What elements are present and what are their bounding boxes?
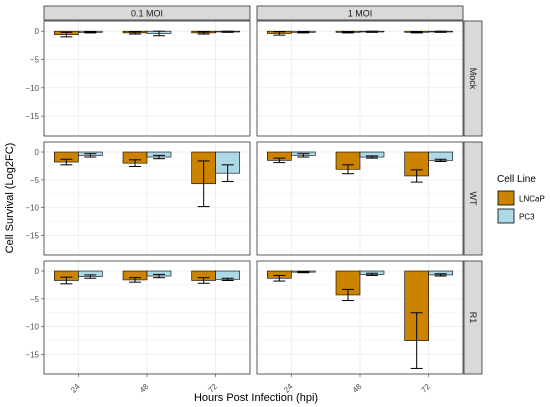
facet-row-strip xyxy=(463,20,483,137)
panel-border xyxy=(43,20,251,137)
error-bar-lncap-48hpi xyxy=(342,164,354,175)
error-bar-pc3-24hpi xyxy=(84,31,97,34)
facet-row-strip xyxy=(463,260,483,375)
panel: 24 48 72 xyxy=(256,260,464,395)
error-bar-pc3-48hpi xyxy=(153,154,165,160)
error-bar-lncap-72hpi xyxy=(410,312,423,369)
error-bar-lncap-24hpi xyxy=(60,158,73,166)
panels-group: 0.1 MOI 1 MOI Mock WT R1 0 −5 −10 −15 0 −5 −10 −15 0 −… xyxy=(25,5,483,395)
x-axis-title: Hours Post Infection (hpi) xyxy=(194,392,318,404)
error-bar-pc3-72hpi xyxy=(221,277,234,281)
error-bar-pc3-72hpi xyxy=(221,164,234,183)
error-bar-lncap-72hpi xyxy=(197,277,210,284)
error-bar-lncap-72hpi xyxy=(410,31,423,34)
y-tick-label: −15 xyxy=(25,112,39,121)
error-bar-lncap-24hpi xyxy=(273,31,286,36)
panel-border xyxy=(256,141,464,256)
legend-key-lncap xyxy=(497,190,515,206)
error-bar-lncap-72hpi xyxy=(197,31,210,35)
legend-title: Cell Line xyxy=(497,174,536,185)
panel: 0 −5 −10 −15 xyxy=(25,141,251,256)
error-bar-lncap-48hpi xyxy=(342,288,354,302)
x-tick-label: 48 xyxy=(138,382,151,395)
y-tick-label: −5 xyxy=(30,176,40,185)
y-tick-label: −5 xyxy=(30,295,40,304)
y-axis-title: Cell Survival (Log2FC) xyxy=(4,143,16,254)
error-bar-lncap-24hpi xyxy=(273,274,286,282)
error-bar-pc3-48hpi xyxy=(366,155,378,159)
error-bar-pc3-24hpi xyxy=(84,153,97,158)
facet-row-label: R1 xyxy=(468,312,478,324)
error-bar-pc3-24hpi xyxy=(84,274,97,279)
error-bar-pc3-72hpi xyxy=(221,30,234,33)
x-tick-label: 24 xyxy=(69,382,82,395)
error-bar-lncap-72hpi xyxy=(197,160,210,208)
x-tick-label: 72 xyxy=(419,382,432,395)
error-bar-pc3-48hpi xyxy=(366,30,378,33)
error-bar-lncap-48hpi xyxy=(129,277,141,283)
error-bar-pc3-48hpi xyxy=(366,272,378,276)
y-tick-label: −10 xyxy=(25,84,39,93)
panel-border xyxy=(256,20,464,137)
error-bar-lncap-24hpi xyxy=(273,157,286,164)
facet-column-label: 0.1 MOI xyxy=(131,9,163,19)
legend: Cell Line LNCaP PC3 xyxy=(497,174,545,224)
y-tick-label: −10 xyxy=(25,204,39,213)
error-bar-pc3-24hpi xyxy=(297,271,310,274)
facet-column-strip xyxy=(43,5,251,21)
y-tick-label: −10 xyxy=(25,323,39,332)
y-tick-label: 0 xyxy=(35,27,40,36)
error-bar-pc3-72hpi xyxy=(434,158,447,162)
facet-column-label: 1 MOI xyxy=(348,9,373,19)
y-tick-label: 0 xyxy=(35,148,40,157)
facet-row-strip xyxy=(463,141,483,256)
error-bar-lncap-48hpi xyxy=(342,31,354,34)
panel-border xyxy=(43,141,251,256)
y-tick-label: −5 xyxy=(30,56,40,65)
x-tick-label: 48 xyxy=(351,382,364,395)
error-bar-pc3-24hpi xyxy=(297,31,310,34)
error-bar-pc3-24hpi xyxy=(297,153,310,158)
error-bar-lncap-48hpi xyxy=(129,159,141,167)
facet-row-label: WT xyxy=(468,192,478,206)
error-bar-pc3-72hpi xyxy=(434,30,447,33)
error-bar-lncap-72hpi xyxy=(410,169,423,183)
error-bar-pc3-48hpi xyxy=(153,273,165,279)
legend-label-lncap: LNCaP xyxy=(519,195,545,204)
panel xyxy=(256,20,464,137)
y-tick-label: −15 xyxy=(25,232,39,241)
facet-column-strip xyxy=(256,5,464,21)
error-bar-lncap-48hpi xyxy=(129,31,141,35)
y-tick-label: 0 xyxy=(35,267,40,276)
error-bar-pc3-72hpi xyxy=(434,273,447,277)
legend-label-pc3: PC3 xyxy=(519,213,535,222)
legend-key-pc3 xyxy=(497,208,515,224)
panel xyxy=(256,141,464,256)
panel: 0 −5 −10 −15 xyxy=(25,20,251,137)
error-bar-lncap-24hpi xyxy=(60,276,73,285)
error-bar-lncap-24hpi xyxy=(60,31,73,38)
facet-row-label: Mock xyxy=(468,68,478,90)
y-tick-label: −15 xyxy=(25,351,39,360)
error-bar-pc3-48hpi xyxy=(153,30,165,37)
